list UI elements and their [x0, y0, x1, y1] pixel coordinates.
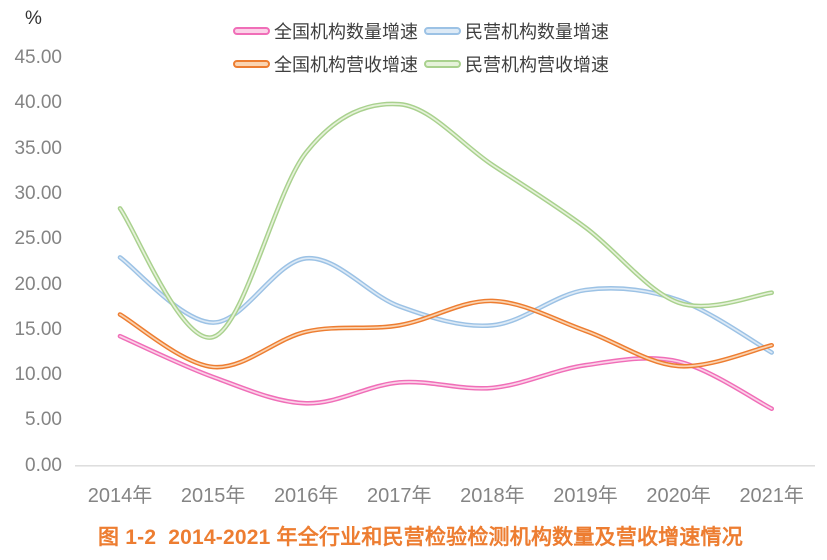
x-axis-label: 2019年: [553, 485, 618, 507]
x-axis-label: 2016年: [273, 485, 339, 507]
legend-item: 全国机构数量增速: [233, 18, 418, 44]
series-line-3: [119, 103, 773, 339]
y-tick-label: 15.00: [14, 318, 62, 340]
x-axis-label: 2020年: [646, 485, 711, 507]
series-line-3: [117, 101, 774, 340]
legend-item: 民营机构数量增速: [424, 18, 609, 44]
y-tick-label: 20.00: [14, 273, 62, 295]
series-line-1: [117, 255, 774, 355]
series-line-1: [119, 256, 773, 354]
y-tick-label: 30.00: [14, 182, 62, 204]
y-tick-label: 5.00: [25, 409, 62, 431]
legend: 全国机构数量增速 民营机构数量增速全国机构营收增速 民营机构营收增速: [233, 18, 615, 84]
legend-line-swatch: [424, 60, 461, 68]
legend-line-swatch: [424, 27, 461, 35]
legend-row: 全国机构营收增速 民营机构营收增速: [233, 51, 615, 77]
legend-row: 全国机构数量增速 民营机构数量增速: [233, 18, 615, 44]
legend-line-swatch: [233, 60, 270, 68]
x-axis-label: 2018年: [460, 485, 525, 507]
legend-label: 民营机构数量增速: [465, 22, 609, 42]
legend-line-swatch: [233, 27, 270, 35]
y-tick-label: 0.00: [25, 454, 62, 476]
legend-label: 民营机构营收增速: [465, 55, 609, 75]
legend-label: 全国机构数量增速: [274, 22, 418, 42]
figure-caption: 图 1-2 2014-2021 年全行业和民营检验检测机构数量及营收增速情况: [98, 526, 743, 549]
series-line-2: [119, 300, 773, 368]
series-line-0: [117, 333, 774, 411]
x-axis-label: 2015年: [180, 485, 246, 507]
series-line-0: [119, 335, 773, 410]
legend-item: 全国机构营收增速: [233, 51, 418, 77]
y-tick-label: 35.00: [14, 137, 62, 159]
x-axis-label: 2017年: [367, 485, 432, 507]
y-axis-unit-label: %: [25, 8, 42, 29]
y-tick-label: 25.00: [14, 228, 62, 250]
y-tick-label: 45.00: [14, 47, 62, 68]
y-tick-label: 10.00: [14, 364, 62, 386]
x-axis-label: 2014年: [87, 485, 153, 507]
y-tick-label: 40.00: [14, 92, 62, 114]
legend-item: 民营机构营收增速: [424, 51, 609, 77]
x-axis-label: 2021年: [739, 485, 804, 507]
legend-label: 全国机构营收增速: [274, 55, 418, 75]
